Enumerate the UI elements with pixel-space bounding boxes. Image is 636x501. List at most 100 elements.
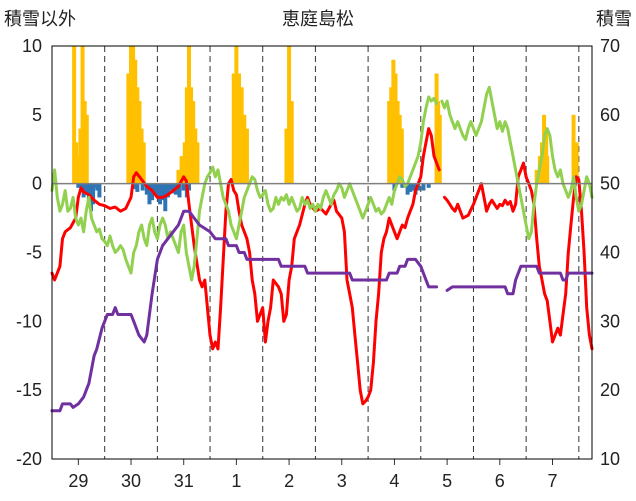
line-layer: [50, 85, 594, 413]
bar: [193, 128, 198, 184]
bar: [397, 114, 402, 184]
bar: [391, 59, 396, 184]
left-axis-ticks: 10 5 0 -5 -10 -15 -20: [16, 36, 42, 469]
bar: [389, 87, 394, 184]
bar: [84, 183, 89, 195]
bar: [244, 128, 249, 184]
left-tick-label: 10: [22, 36, 42, 56]
left-axis-label: 積雪以外: [4, 9, 76, 30]
bar: [168, 183, 173, 191]
bar: [141, 142, 146, 184]
bar: [135, 183, 140, 192]
x-tick-label: 2: [284, 471, 294, 491]
bar: [78, 128, 83, 184]
left-tick-label: -5: [26, 243, 42, 263]
bar: [426, 183, 431, 188]
bar: [195, 142, 200, 184]
bar: [140, 183, 145, 191]
bar: [171, 183, 176, 194]
bar: [155, 183, 160, 198]
bar: [91, 183, 96, 205]
x-tick-label: 1: [231, 471, 241, 491]
bar: [242, 114, 247, 184]
bar: [76, 156, 81, 184]
bar: [399, 128, 404, 184]
bar: [84, 114, 89, 184]
bar: [437, 114, 442, 184]
x-tick-label: 7: [547, 471, 557, 491]
bar: [284, 128, 289, 184]
bar: [80, 46, 85, 184]
bar: [95, 183, 100, 191]
x-axis-ticks: 29 30 31 1 2 3 4 5 6 7: [68, 471, 557, 491]
right-axis-ticks: 70 60 50 40 30 20 10: [600, 36, 620, 469]
bar: [160, 183, 165, 201]
bar: [144, 183, 149, 195]
bar: [387, 101, 392, 184]
bar: [82, 101, 87, 184]
bar: [165, 183, 170, 198]
bar: [179, 156, 184, 184]
series-line: [50, 127, 594, 406]
bar: [287, 46, 292, 184]
bar: [126, 73, 131, 184]
plot-frame: [51, 45, 593, 460]
bar: [182, 142, 187, 184]
bar: [72, 46, 77, 184]
x-tick-label: 29: [68, 471, 88, 491]
bar: [158, 183, 162, 205]
bar: [147, 183, 152, 205]
bar: [545, 156, 550, 184]
bar: [408, 183, 413, 192]
bar: [239, 87, 244, 184]
gridlines: [77, 46, 580, 465]
bar: [152, 183, 157, 195]
x-tick-label: 3: [337, 471, 347, 491]
bar: [231, 73, 236, 184]
x-tick-label: 5: [442, 471, 452, 491]
bar: [137, 101, 142, 184]
right-tick-label: 20: [600, 380, 620, 400]
left-tick-label: -15: [16, 380, 42, 400]
bar: [129, 46, 134, 184]
bar: [74, 142, 79, 184]
bar: [289, 101, 294, 184]
snow-depth-line: [50, 209, 594, 413]
bar: [133, 59, 138, 184]
left-tick-label: -10: [16, 311, 42, 331]
x-tick-label: 30: [121, 471, 141, 491]
bar: [93, 183, 98, 188]
bar: [76, 183, 81, 188]
x-tick-label: 6: [495, 471, 505, 491]
bar: [574, 142, 579, 184]
bar: [405, 183, 410, 195]
left-tick-label: 5: [32, 105, 42, 125]
bar: [186, 46, 191, 184]
bar: [184, 87, 189, 184]
bar: [234, 46, 239, 184]
bar: [421, 183, 426, 191]
bar: [176, 169, 181, 184]
bar: [181, 183, 186, 191]
bar: [97, 183, 102, 198]
bar: [237, 73, 242, 184]
bar: [135, 87, 140, 184]
bar: [400, 183, 405, 188]
left-tick-label: 0: [32, 174, 42, 194]
right-tick-label: 60: [600, 105, 620, 125]
bar: [395, 101, 400, 184]
left-tick-label: -20: [16, 449, 42, 469]
bar: [393, 73, 398, 184]
series-line: [50, 85, 594, 282]
bar: [410, 183, 415, 191]
bar: [131, 46, 136, 184]
chart-title: 恵庭島松: [282, 9, 354, 30]
bar: [177, 183, 182, 198]
right-tick-label: 70: [600, 36, 620, 56]
right-axis-label: 積雪: [596, 9, 632, 30]
right-tick-label: 50: [600, 174, 620, 194]
right-tick-label: 10: [600, 449, 620, 469]
right-tick-label: 40: [600, 243, 620, 263]
right-tick-label: 30: [600, 311, 620, 331]
